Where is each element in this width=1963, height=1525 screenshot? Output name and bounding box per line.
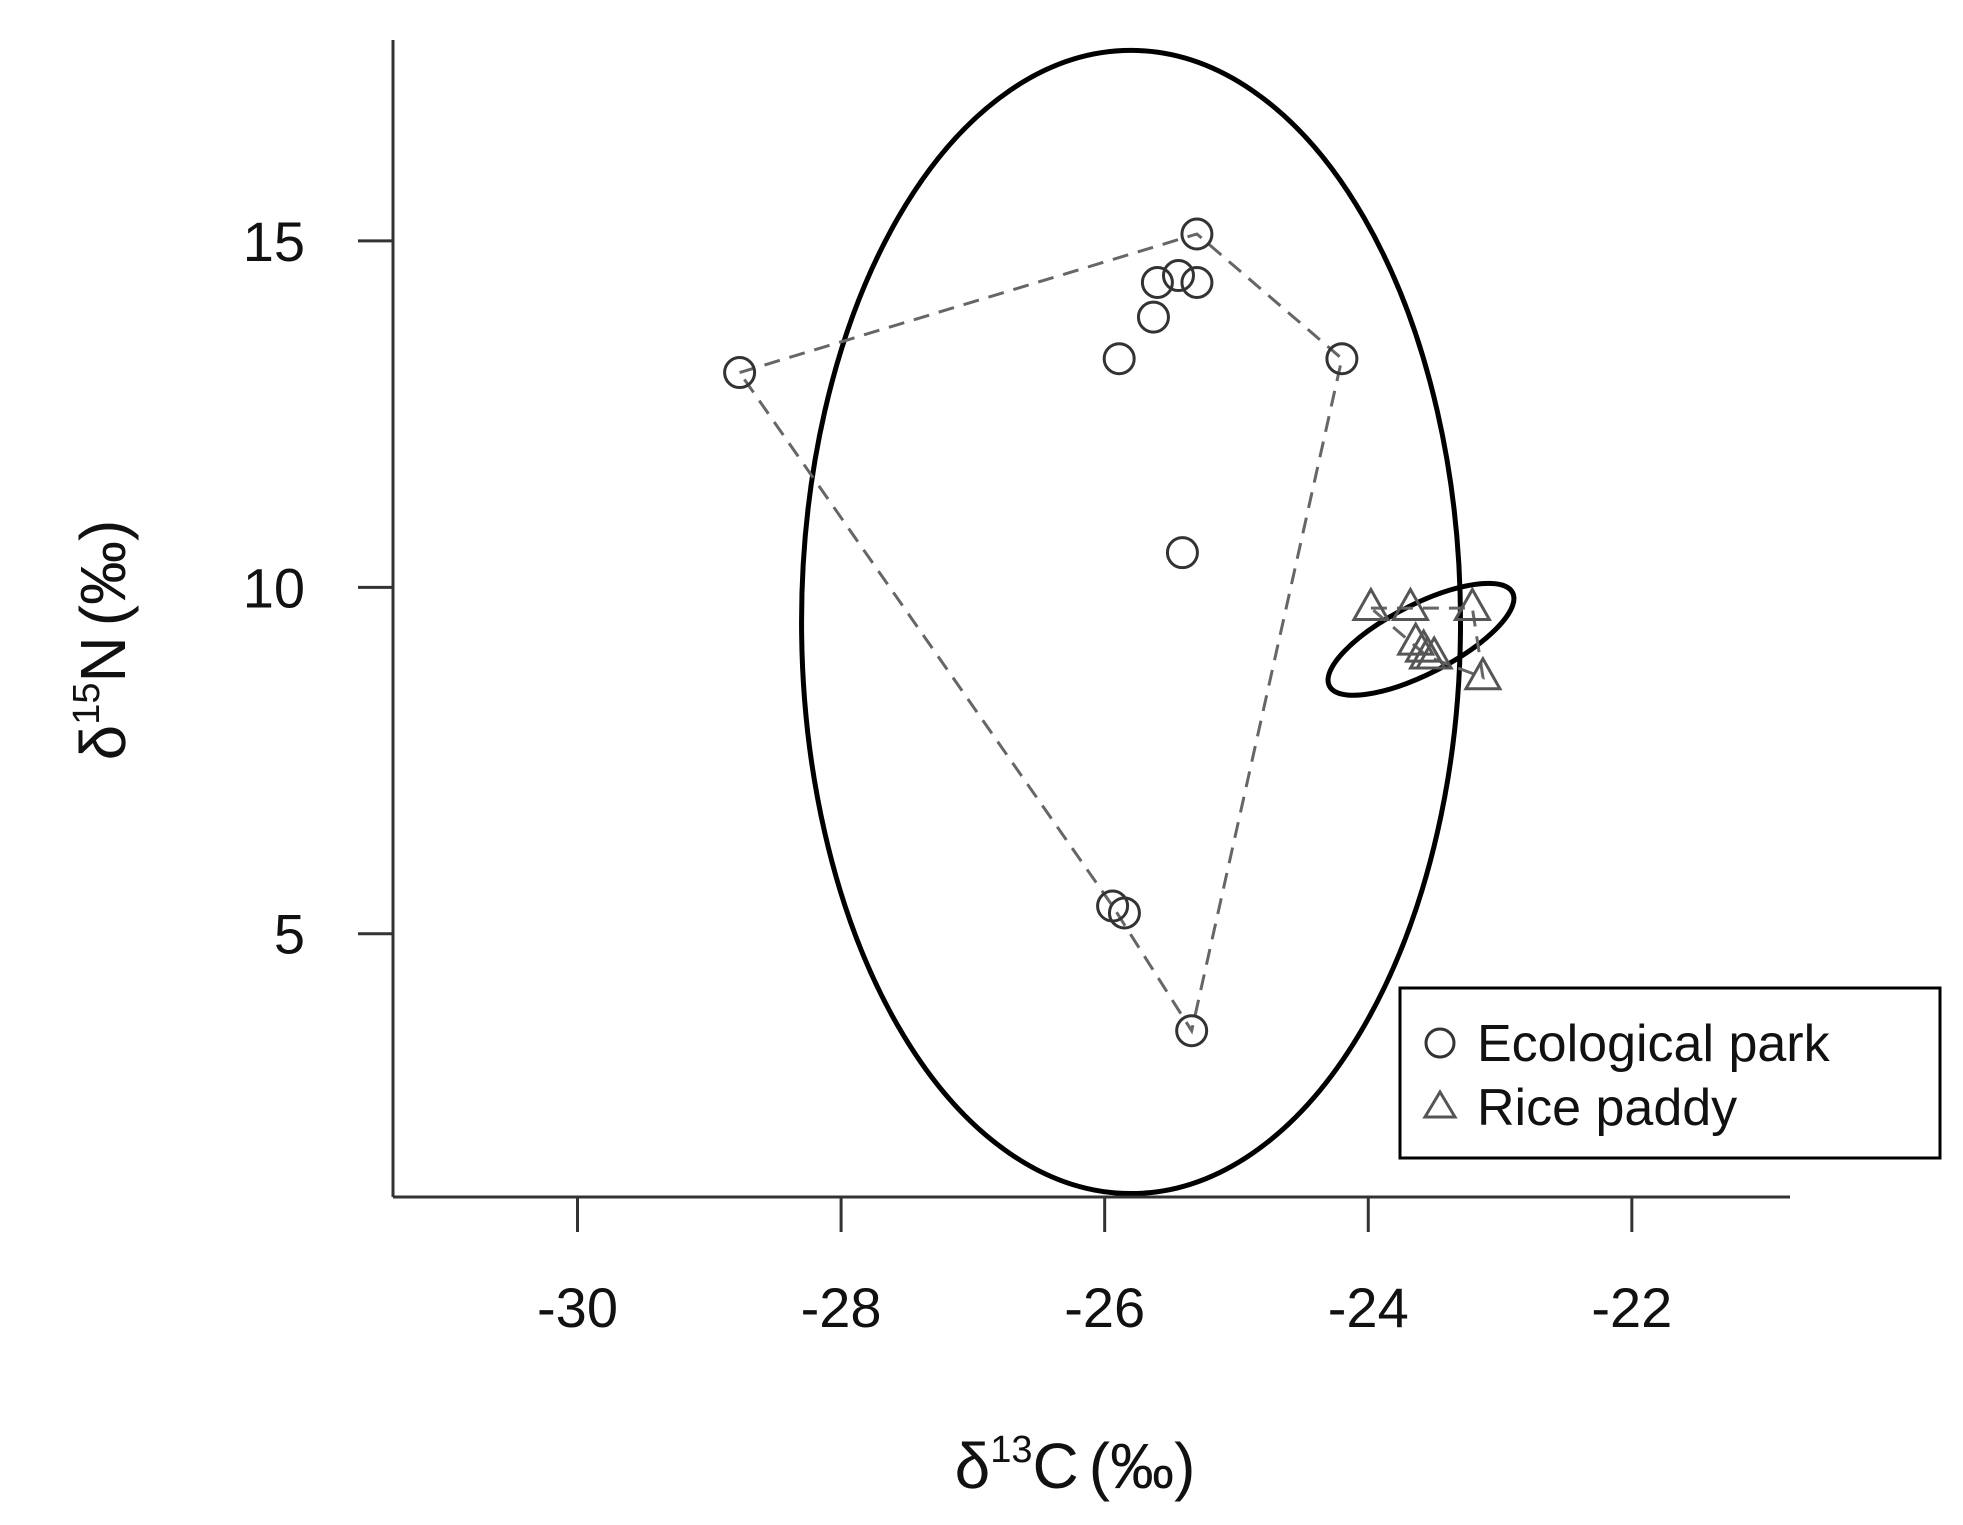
y-tick-label: 15: [243, 210, 305, 273]
axes: -30 -28 -26 -24 -22 5 10 15: [243, 40, 1790, 1339]
data-points: [723, 217, 1503, 1048]
data-point-ecological-park: [1107, 896, 1141, 930]
data-point-rice-paddy: [1390, 586, 1431, 622]
legend-label-ecological-park: Ecological park: [1477, 1015, 1831, 1073]
y-axis-title-main: N: [67, 636, 139, 682]
x-tick-label: -30: [537, 1276, 618, 1339]
convex-hull-rice-paddy: [1366, 606, 1485, 680]
legend-triangle-marker: [1422, 1089, 1458, 1119]
data-point-rice-paddy: [1351, 586, 1391, 622]
data-point-ecological-park: [1140, 265, 1174, 299]
x-axis-title: δ13C (‰): [955, 1429, 1196, 1502]
convex-hulls: [737, 232, 1485, 1035]
data-point-rice-paddy: [1463, 655, 1503, 691]
data-point-rice-paddy: [1396, 621, 1436, 656]
x-axis-title-main: C: [1033, 1430, 1079, 1502]
data-point-rice-paddy: [1452, 586, 1492, 622]
data-point-ecological-park: [1102, 342, 1136, 376]
niche-ellipse-ecological-park: [799, 47, 1464, 1197]
data-point-ecological-park: [1161, 259, 1195, 293]
data-point-ecological-park: [1165, 536, 1199, 570]
y-axis-title: δ15N (‰): [66, 520, 139, 761]
data-point-ecological-park: [1180, 265, 1214, 299]
x-tick-label: -26: [1064, 1276, 1145, 1339]
data-point-rice-paddy: [1414, 634, 1454, 670]
legend-label-rice-paddy: Rice paddy: [1477, 1079, 1737, 1137]
convex-hull-ecological-park: [737, 232, 1344, 1035]
data-point-ecological-park: [1180, 217, 1214, 251]
y-tick-label: 10: [243, 556, 305, 619]
data-point-ecological-park: [1175, 1014, 1209, 1048]
y-tick-label: 5: [274, 903, 305, 966]
x-tick-label: -22: [1591, 1276, 1672, 1339]
data-point-ecological-park: [1325, 342, 1359, 376]
x-tick-label: -24: [1328, 1276, 1409, 1339]
x-axis-title-unit: (‰): [1089, 1430, 1196, 1502]
legend-circle-marker: [1424, 1027, 1456, 1059]
y-axis-title-unit: (‰): [67, 520, 139, 627]
x-tick-label: -28: [801, 1276, 882, 1339]
x-axis-title-prefix: δ: [955, 1430, 991, 1502]
x-ticks: -30 -28 -26 -24 -22: [537, 1197, 1672, 1339]
data-point-ecological-park: [723, 356, 757, 390]
y-ticks: 5 10 15: [243, 210, 393, 966]
y-axis-title-sup: 15: [66, 682, 108, 724]
y-axis-title-prefix: δ: [67, 725, 139, 761]
legend: Ecological park Rice paddy: [1398, 986, 1942, 1160]
data-point-ecological-park: [1136, 300, 1170, 334]
legend-box: [1398, 986, 1942, 1160]
niche-ellipse-rice-paddy: [1325, 580, 1517, 698]
x-axis-title-sup: 13: [990, 1429, 1032, 1471]
